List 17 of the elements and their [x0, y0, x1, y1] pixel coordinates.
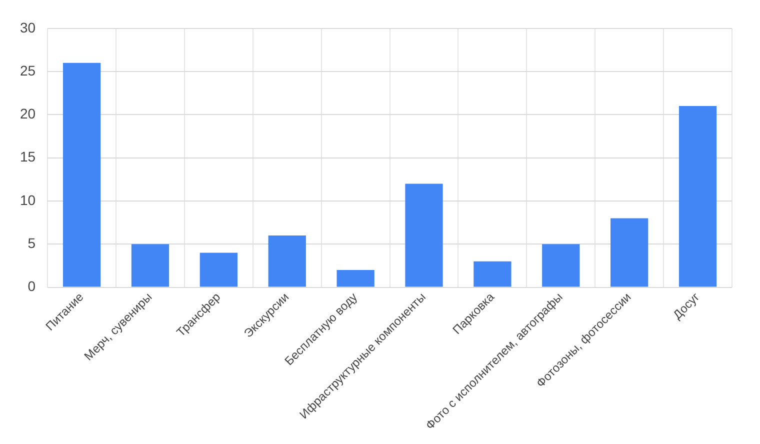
- bar: [405, 184, 443, 287]
- bar: [268, 235, 306, 287]
- y-tick-label: 0: [28, 278, 36, 294]
- y-tick-label: 10: [20, 192, 36, 208]
- bar: [336, 270, 374, 287]
- bar: [131, 244, 170, 287]
- bar: [678, 106, 717, 287]
- y-tick-label: 20: [20, 106, 36, 122]
- bar: [200, 252, 238, 287]
- bar: [474, 261, 512, 287]
- bar: [542, 244, 580, 287]
- y-tick-label: 25: [20, 62, 36, 78]
- bar: [610, 218, 648, 287]
- bar: [62, 62, 101, 287]
- y-tick-label: 5: [28, 234, 36, 251]
- y-tick-label: 30: [20, 19, 36, 36]
- y-tick-label: 15: [20, 148, 36, 165]
